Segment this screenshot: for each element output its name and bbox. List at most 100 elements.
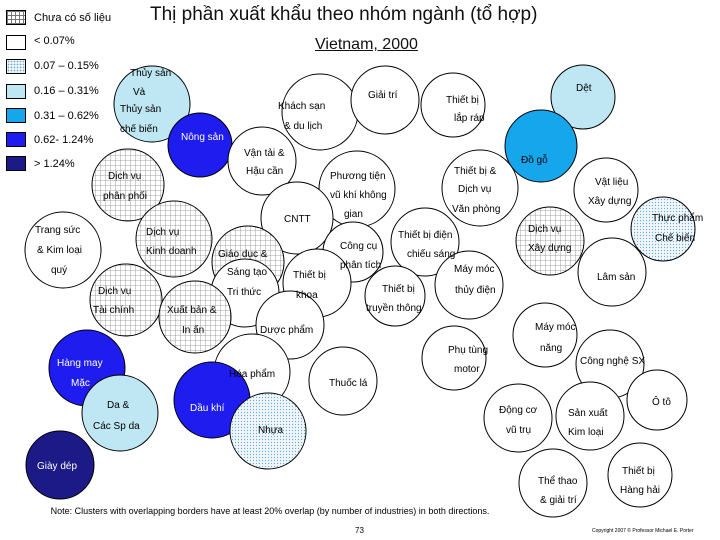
cluster-bubble-9 <box>91 148 165 222</box>
label-khoa: khoa <box>296 290 318 301</box>
label-chieu-sang: chiếu sáng <box>407 249 456 260</box>
label-nong-san: Nông sản <box>181 132 224 143</box>
cluster-bubble-40 <box>229 392 307 470</box>
legend-swatch-1 <box>6 35 26 50</box>
label-thuy-san: Thủy sản <box>130 68 172 79</box>
label-va: Và <box>133 87 146 98</box>
label-xay-dung-2: Xây dựng <box>528 243 572 254</box>
cluster-bubble-15 <box>24 211 102 289</box>
label-dong-co: Động cơ <box>499 405 538 416</box>
label-vat-lieu: Vật liệu <box>595 177 629 188</box>
label-kinh-doanh: Kinh doanh <box>146 246 197 257</box>
label-hau-can: Hậu cần <box>246 166 284 177</box>
label-the-thao: Thể thao <box>538 476 578 487</box>
cluster-bubble-8 <box>504 109 578 183</box>
legend-label-no-data: Chưa có số liệu <box>34 12 112 24</box>
legend-label-2: 0.07 – 0.15% <box>34 60 99 72</box>
label-thiet-bi-van-phong-3: Văn phòng <box>452 204 501 215</box>
label-dich-vu-xay-dung-1: Dịch vụ <box>528 224 562 235</box>
cluster-bubble-29 <box>512 302 578 368</box>
legend-label-3: 0.16 – 0.31% <box>34 85 99 97</box>
label-in-an: In ấn <box>182 325 205 336</box>
label-tai-chinh: Tài chính <box>93 305 135 316</box>
cluster-bubble-16 <box>135 200 213 278</box>
label-phan-phoi: phân phối <box>103 191 147 202</box>
label-thiet-bi-van-phong-1: Thiết bị & <box>454 166 497 177</box>
label-o-to: Ô tô <box>652 397 671 408</box>
cluster-bubble-25 <box>89 263 163 337</box>
label-xuat-ban: Xuất bản & <box>167 305 217 316</box>
label-hang-may: Hàng may <box>57 358 103 369</box>
legend-swatch-3 <box>6 84 26 99</box>
label-mac: Mặc <box>71 378 90 389</box>
label-phu-tung: Phụ tùng <box>448 345 489 356</box>
label-cong-nghe-sx: Công nghệ SX <box>580 356 646 367</box>
legend-label-1: < 0.07% <box>34 35 75 47</box>
cluster-bubble-2 <box>550 64 616 130</box>
cluster-bubble-6 <box>420 72 486 138</box>
legend-swatch-2 <box>6 59 26 74</box>
cluster-bubble-3 <box>167 112 233 178</box>
cluster-bubble-22 <box>577 237 647 307</box>
label-giao-duc: Giáo dục & <box>218 249 268 260</box>
label-cong-cu: Công cụ <box>340 241 378 252</box>
label-cntt: CNTT <box>284 214 311 225</box>
label-xay-dung-1: Xây dựng <box>588 196 632 207</box>
cluster-bubble-21 <box>434 250 504 320</box>
page-title: Thị phần xuất khẩu theo nhóm ngành (tổ h… <box>150 4 538 25</box>
label-van-tai: Vận tải & <box>244 148 285 159</box>
label-phan-tich: phân tích <box>340 260 382 271</box>
label-giai-tri: Giải trí <box>368 90 398 101</box>
label-vu-tru: vũ trụ <box>506 425 532 436</box>
label-giai-tri-2: & giải trí <box>540 495 577 506</box>
label-nhua: Nhựa <box>258 425 284 436</box>
label-motor: motor <box>454 364 480 375</box>
label-che-bien: chế biến <box>120 124 158 135</box>
cluster-bubble-13 <box>260 181 334 255</box>
label-tri-thuc: Tri thức <box>227 287 262 298</box>
label-vu-khi-khong: vũ khí không <box>330 190 387 201</box>
cluster-bubble-19 <box>390 207 460 277</box>
label-gian: gian <box>344 209 363 220</box>
cluster-bubble-34 <box>308 346 378 416</box>
label-hoa-pham: Hóa phẩm <box>229 369 276 380</box>
label-thiet-bi-truyen-thong-1: Thiết bị <box>382 284 415 295</box>
label-nang: năng <box>540 343 563 354</box>
cluster-bubble-43 <box>607 442 673 508</box>
label-san-xuat: Sản xuất <box>568 408 608 419</box>
label-may-moc-1: Máy móc <box>454 264 495 275</box>
label-dau-khi: Dầu khí <box>190 403 225 414</box>
label-cac-sp-da: Các Sp da <box>93 421 140 432</box>
cluster-bubble-37 <box>483 383 553 453</box>
cluster-bubble-24 <box>364 265 426 327</box>
legend-swatch-6 <box>6 156 26 171</box>
legend-swatch-4 <box>6 108 26 123</box>
label-du-lich: & du lịch <box>284 121 323 132</box>
cluster-bubble-1 <box>113 65 191 143</box>
cluster-bubble-39 <box>626 369 688 431</box>
label-quy: quý <box>51 265 68 276</box>
label-dich-vu-tai-chinh-1: Dịch vụ <box>98 286 132 297</box>
page-subtitle: Vietnam, 2000 <box>315 36 418 53</box>
copyright: Copyright 2007 © Professor Michael E. Po… <box>592 528 694 534</box>
label-khach-san: Khách sạn <box>278 101 326 112</box>
label-giay-dep: Giày dép <box>37 461 78 472</box>
cluster-bubble-41 <box>25 430 95 500</box>
label-truyen-thong: truyền thông <box>366 303 422 314</box>
legend-swatch-no-data <box>6 10 26 25</box>
label-lap-rap: lắp ráp <box>454 113 485 124</box>
label-thiet-bi-hang-hai-1: Thiết bị <box>622 466 655 477</box>
cluster-bubble-12 <box>573 157 639 223</box>
footnote: Note: Clusters with overlapping borders … <box>50 506 490 516</box>
cluster-bubble-38 <box>555 381 625 451</box>
cluster-bubble-14 <box>630 196 696 262</box>
label-phuong-tien: Phương tiện <box>330 171 386 182</box>
cluster-bubble-5 <box>350 65 420 135</box>
label-duoc-pham: Dược phẩm <box>260 325 314 336</box>
label-lam-san: Lâm sản <box>597 272 636 283</box>
label-det: Dệt <box>576 83 592 94</box>
label-thiet-bi-lap-rap-1: Thiết bị <box>446 95 479 106</box>
cluster-bubble-30 <box>421 325 487 391</box>
cluster-bubble-11 <box>441 149 519 227</box>
